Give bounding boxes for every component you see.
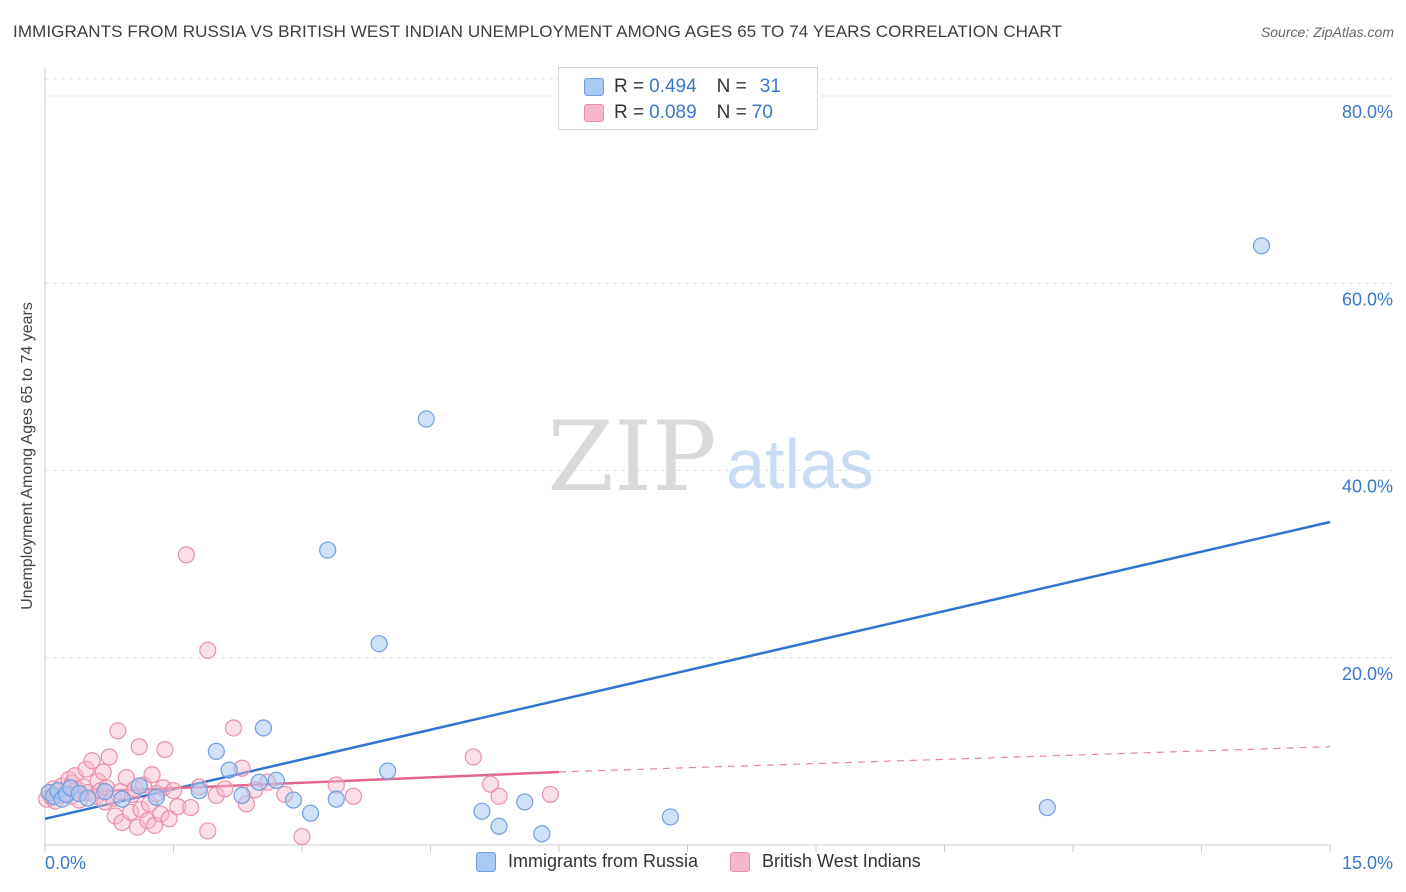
y-tick-label: 20.0% bbox=[1342, 664, 1393, 684]
legend-swatch-bwi bbox=[584, 104, 604, 122]
russia-point bbox=[130, 777, 148, 795]
bwi-point bbox=[481, 775, 500, 793]
russia-point bbox=[113, 790, 131, 808]
bwi-point bbox=[199, 822, 217, 840]
legend-r-value-russia: 0.494 bbox=[649, 76, 697, 97]
bwi-point bbox=[182, 798, 200, 817]
russia-point bbox=[490, 817, 508, 835]
trend-line-bwi bbox=[44, 770, 560, 795]
bwi-point bbox=[77, 760, 95, 778]
russia-point bbox=[417, 410, 435, 428]
russia-point bbox=[473, 802, 491, 820]
russia-point bbox=[207, 742, 225, 760]
watermark-zip: ZIP bbox=[547, 401, 716, 513]
bwi-point bbox=[541, 785, 560, 804]
watermark: ZIP atlas bbox=[547, 401, 874, 513]
bwi-point bbox=[293, 827, 311, 846]
legend-row-bwi: R = 0.089 N = 70 bbox=[584, 101, 773, 125]
trend-lines bbox=[44, 520, 1331, 821]
y-tick-label: 80.0% bbox=[1342, 102, 1393, 122]
axes bbox=[44, 68, 1331, 852]
legend-row-russia: R = 0.494 N = 31 bbox=[584, 75, 781, 99]
tick-labels: 20.0% 40.0% 60.0% 80.0% 0.0% 15.0% bbox=[45, 102, 1393, 873]
legend-n-value-bwi: 70 bbox=[751, 102, 773, 123]
legend-n-value-russia: 31 bbox=[759, 76, 781, 97]
source-label: Source: ZipAtlas.com bbox=[1260, 24, 1394, 40]
x-tick-label-min: 0.0% bbox=[45, 853, 86, 873]
legend-swatch-bwi bbox=[730, 851, 751, 872]
russia-point bbox=[319, 541, 337, 559]
legend-label-russia: Immigrants from Russia bbox=[508, 851, 699, 871]
russia-point bbox=[79, 789, 97, 807]
russia-point bbox=[1038, 798, 1056, 817]
trend-line-russia bbox=[44, 520, 1331, 821]
legend-swatch-russia bbox=[476, 851, 496, 872]
bwi-point bbox=[122, 803, 140, 821]
y-tick-label: 60.0% bbox=[1342, 289, 1393, 309]
bwi-point bbox=[160, 810, 178, 828]
series-legend: Immigrants from Russia British West Indi… bbox=[476, 851, 953, 872]
chart-title: IMMIGRANTS FROM RUSSIA VS BRITISH WEST I… bbox=[13, 22, 1062, 41]
russia-point bbox=[267, 771, 285, 789]
bwi-point bbox=[128, 818, 147, 836]
legend-item-russia: Immigrants from Russia bbox=[476, 851, 698, 872]
legend-r-label: R = bbox=[614, 102, 645, 123]
correlation-legend: R = 0.494 N = 31 R = 0.089 N = 70 bbox=[558, 67, 818, 130]
russia-point bbox=[147, 788, 165, 806]
x-tick-label-max: 15.0% bbox=[1342, 853, 1393, 873]
bwi-point bbox=[83, 752, 101, 770]
legend-n-label: N = bbox=[716, 102, 747, 123]
watermark-atlas: atlas bbox=[726, 425, 874, 503]
bwi-point bbox=[216, 780, 234, 798]
russia-point bbox=[190, 782, 208, 800]
russia-point bbox=[516, 793, 534, 811]
y-tick-label: 40.0% bbox=[1342, 477, 1393, 497]
bwi-point bbox=[224, 719, 243, 737]
bwi-point bbox=[143, 766, 161, 784]
russia-point bbox=[220, 761, 238, 779]
legend-label-bwi: British West Indians bbox=[762, 851, 921, 871]
bwi-point bbox=[100, 748, 118, 766]
legend-item-bwi: British West Indians bbox=[730, 851, 921, 872]
russia-point bbox=[254, 719, 273, 737]
russia-point bbox=[327, 790, 345, 808]
bwi-point bbox=[130, 738, 148, 756]
bwi-point bbox=[344, 787, 362, 805]
bwi-point bbox=[199, 641, 217, 659]
grid-lines bbox=[45, 78, 1392, 659]
russia-point bbox=[661, 808, 679, 826]
bwi-point bbox=[207, 786, 225, 804]
bwi-point bbox=[152, 805, 170, 823]
russia-point bbox=[533, 825, 551, 843]
russia-points bbox=[40, 237, 1271, 843]
russia-point bbox=[233, 786, 251, 804]
bwi-point bbox=[109, 722, 127, 740]
legend-r-value-bwi: 0.089 bbox=[649, 102, 697, 123]
russia-point bbox=[301, 804, 320, 822]
bwi-point bbox=[464, 748, 482, 766]
legend-swatch-russia bbox=[584, 78, 604, 96]
legend-n-label: N = bbox=[716, 76, 747, 97]
legend-r-label: R = bbox=[614, 76, 645, 97]
y-axis-label: Unemployment Among Ages 65 to 74 years bbox=[19, 302, 36, 610]
trend-line-bwi-dashed bbox=[558, 746, 1331, 773]
bwi-point bbox=[94, 763, 112, 781]
bwi-point bbox=[177, 546, 195, 564]
bwi-point bbox=[156, 740, 174, 759]
russia-point bbox=[96, 783, 114, 801]
russia-point bbox=[250, 773, 268, 791]
bwi-point bbox=[169, 798, 187, 816]
bwi-point bbox=[164, 782, 183, 800]
russia-point bbox=[379, 762, 397, 780]
russia-point bbox=[1252, 237, 1271, 255]
bwi-point bbox=[490, 787, 508, 805]
russia-point bbox=[284, 791, 303, 809]
russia-point bbox=[370, 635, 388, 653]
